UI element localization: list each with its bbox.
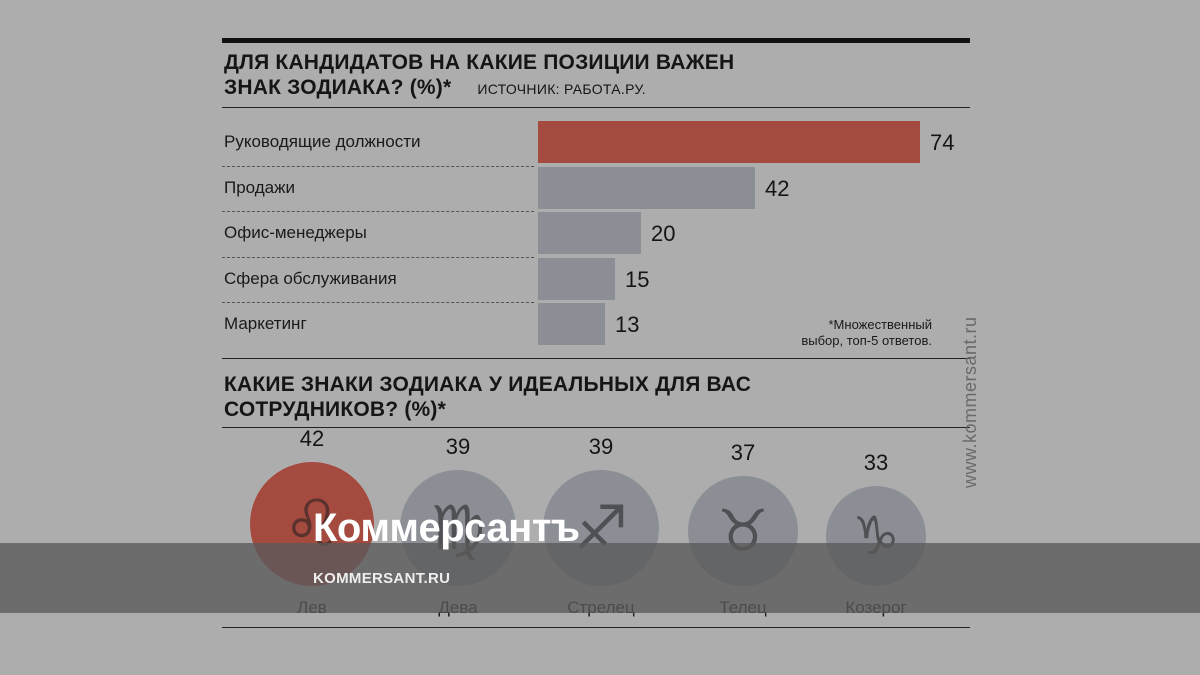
chart2-value-label: 33: [863, 450, 889, 475]
chart2-value-label: 42: [299, 426, 325, 451]
chart1-header-rule: [222, 107, 970, 108]
chart2-title-line2: СОТРУДНИКОВ? (%)*: [224, 398, 446, 421]
brand-url: KOMMERSANT.RU: [313, 570, 451, 587]
chart2-title-line1: КАКИЕ ЗНАКИ ЗОДИАКА У ИДЕАЛЬНЫХ ДЛЯ ВАС: [224, 373, 752, 396]
chart2-value-label: 37: [730, 440, 756, 465]
chart1-title-line2-text: ЗНАК ЗОДИАКА? (%)*: [224, 76, 452, 99]
chart1-value-label: 13: [615, 312, 640, 337]
chart1-value-label: 20: [651, 221, 676, 246]
chart2-header-rule: [222, 427, 970, 428]
brand-logo-text: Коммерсантъ: [313, 506, 580, 550]
chart1-row-separator: [222, 211, 534, 212]
chart1-bar: [538, 257, 615, 300]
side-watermark: www.kommersant.ru: [960, 316, 980, 488]
watermark-band: [0, 543, 1200, 613]
top-rule: [222, 38, 970, 43]
chart1-title-line1: ДЛЯ КАНДИДАТОВ НА КАКИЕ ПОЗИЦИИ ВАЖЕН: [224, 51, 735, 74]
chart1-category-label: Руководящие должности: [224, 132, 421, 151]
chart1-bar: [538, 166, 755, 209]
footnote-line2: выбор, топ-5 ответов.: [801, 333, 932, 348]
chart1-category-label: Маркетинг: [224, 314, 307, 333]
chart1-value-label: 15: [625, 266, 650, 292]
chart2-value-label: 39: [445, 434, 471, 459]
chart1-row-separator: [222, 256, 534, 258]
chart1-bar: [538, 121, 920, 163]
chart1-row-separator: [222, 165, 534, 167]
chart1-title-line2: ЗНАК ЗОДИАКА? (%)* ИСТОЧНИК: РАБОТА.РУ.: [224, 75, 734, 102]
chart1-row-separator: [222, 302, 534, 303]
chart2-value-label: 39: [588, 434, 614, 459]
chart2-title: КАКИЕ ЗНАКИ ЗОДИАКА У ИДЕАЛЬНЫХ ДЛЯ ВАС …: [224, 372, 751, 422]
chart1-category-label: Сфера обслуживания: [224, 268, 397, 288]
chart1-value-label: 74: [930, 130, 955, 155]
section-divider: [222, 358, 970, 359]
footnote-line1: *Множественный: [828, 317, 933, 332]
chart1-bar: [538, 303, 605, 345]
bottom-rule: [222, 627, 970, 628]
source-label: ИСТОЧНИК: РАБОТА.РУ.: [477, 81, 646, 97]
chart1-value-label: 42: [765, 175, 790, 201]
chart1-category-label: Продажи: [224, 177, 295, 197]
chart1-bar: [538, 212, 641, 254]
chart1-category-label: Офис-менеджеры: [224, 223, 367, 242]
footnote: *Множественный выбор, топ-5 ответов.: [760, 317, 932, 349]
chart1-title: ДЛЯ КАНДИДАТОВ НА КАКИЕ ПОЗИЦИИ ВАЖЕН ЗН…: [224, 50, 734, 102]
